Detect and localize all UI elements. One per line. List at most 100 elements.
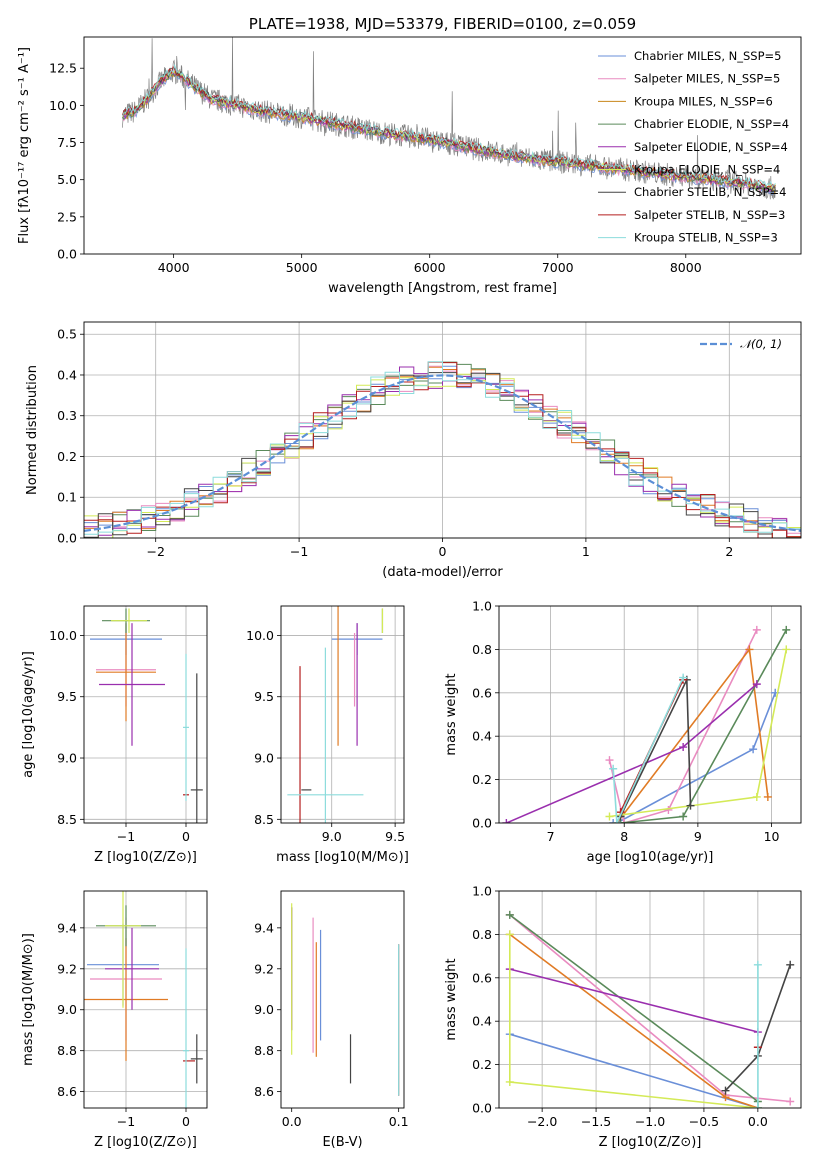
histogram-plot-area: [84, 361, 801, 538]
y-tick-label: 5.0: [57, 172, 77, 187]
mass-weight-point: [679, 743, 688, 752]
y-tick-label: 9.0: [57, 1002, 77, 1017]
y-tick-label: 8.8: [254, 1043, 274, 1058]
age-vs-metallicity-panel: −1 0 8.5 9.0 9.5 10.0 Z [log10(Z/Z⊙)] age [log1…: [21, 605, 208, 865]
y-tick-label: 0.6: [472, 970, 492, 985]
y-tick-label: 9.0: [254, 1002, 274, 1017]
y-axis-label: Normed distribution: [25, 365, 40, 495]
x-tick-label: 0.1: [389, 1114, 409, 1129]
y-axis-label: mass [log10(M/M⊙)]: [21, 933, 36, 1066]
y-tick-label: 9.0: [254, 751, 274, 766]
x-tick-label: 0: [182, 1114, 190, 1129]
y-tick-label: 9.4: [254, 920, 274, 935]
x-axis-label: Z [log10(Z/Z⊙)]: [599, 1135, 702, 1150]
x-tick-label: 9: [694, 829, 702, 844]
observed-spectrum-line: [122, 37, 776, 200]
x-axis-label: age [log10(age/yr)]: [587, 850, 714, 865]
legend-entry: Salpeter STELIB, N_SSP=3: [634, 208, 785, 222]
histogram-step-line: [84, 366, 801, 538]
y-tick-label: 0.1: [57, 490, 77, 505]
mass-weight-point: [679, 673, 688, 682]
x-axis-label: Z [log10(Z/Z⊙)]: [94, 1135, 197, 1150]
y-tick-label: 8.5: [254, 812, 274, 827]
y-tick-label: 0.0: [57, 531, 77, 546]
gaussian-reference-line: [84, 374, 801, 532]
legend-entry: Salpeter MILES, N_SSP=5: [634, 72, 780, 86]
chart-title: PLATE=1938, MJD=53379, FIBERID=0100, z=0…: [249, 15, 636, 33]
y-tick-label: 10.0: [49, 628, 77, 643]
y-axis-label: Flux [fλ10⁻¹⁷ erg cm⁻² s⁻¹ A⁻¹]: [17, 47, 32, 244]
x-tick-label: 6000: [414, 260, 446, 275]
y-tick-label: 9.5: [254, 689, 274, 704]
y-tick-label: 9.4: [57, 920, 77, 935]
x-tick-label: 9.5: [385, 829, 405, 844]
y-tick-label: 0.4: [472, 1014, 492, 1029]
x-tick-label: 5000: [286, 260, 318, 275]
x-tick-label: 0.0: [282, 1114, 302, 1129]
mass-weight-line: [509, 968, 759, 1033]
y-tick-label: 8.6: [57, 1084, 77, 1099]
weight-plot-area: [505, 910, 795, 1108]
y-tick-label: 0.8: [472, 927, 492, 942]
histogram-step-line: [84, 361, 801, 535]
axes-frame: [498, 890, 802, 1109]
y-tick-label: 9.2: [57, 961, 77, 976]
mass-weight-point: [609, 764, 618, 773]
legend-entry: Kroupa ELODIE, N_SSP=4: [634, 163, 780, 177]
mass-weight-point: [782, 625, 791, 634]
x-tick-label: 7000: [542, 260, 574, 275]
x-tick-label: −2.0: [527, 1114, 557, 1129]
axes-frame: [83, 890, 208, 1109]
mass-weight-point: [752, 792, 761, 801]
mass-weight-point: [505, 930, 514, 939]
x-tick-label: −2: [146, 544, 164, 559]
x-tick-label: 0: [439, 544, 447, 559]
mass-weight-point: [745, 645, 754, 654]
axes-frame: [280, 890, 405, 1109]
x-tick-label: 7: [547, 829, 555, 844]
mass-weight-point: [721, 1086, 730, 1095]
mass-weight-point: [686, 801, 695, 810]
x-tick-label: −1: [117, 829, 135, 844]
y-tick-label: 0.0: [472, 816, 492, 831]
x-tick-label: −1: [117, 1114, 135, 1129]
mass-weight-line: [613, 692, 776, 823]
mass-weight-point: [612, 819, 621, 823]
x-axis-label: mass [log10(M/M⊙)]: [276, 850, 409, 865]
mass-vs-extinction-panel: 0.0 0.1 8.6 8.8 9.0 9.2 9.4 E(B-V): [254, 890, 409, 1150]
axes-frame: [83, 321, 802, 539]
axes-frame: [498, 605, 802, 824]
y-tick-label: 0.3: [57, 408, 77, 423]
errorbar-plot-area: [291, 903, 400, 1096]
y-tick-label: 10.0: [246, 628, 274, 643]
x-tick-label: −1: [290, 544, 308, 559]
x-axis-label: (data-model)/error: [382, 565, 503, 580]
mass-weight-point: [605, 756, 614, 765]
mass-weight-point: [753, 1104, 762, 1108]
y-tick-label: 12.5: [49, 61, 77, 76]
errorbar-plot-area: [90, 608, 203, 823]
mass-weight-vs-metallicity-panel: −2.0 −1.5 −1.0 −0.5 0.0 0.0 0.2 0.4 0.6 0.8 1.0 Z […: [444, 884, 802, 1150]
mass-weight-point: [502, 819, 511, 823]
mass-weight-line: [612, 677, 684, 823]
y-tick-label: 0.4: [57, 367, 77, 382]
errorbar-plot-area: [287, 606, 384, 823]
legend-entry: Chabrier ELODIE, N_SSP=4: [634, 117, 789, 131]
y-tick-label: 0.0: [57, 247, 77, 262]
spectrum-plot-area: [121, 37, 776, 200]
mass-vs-metallicity-panel: −1 0 8.6 8.8 9.0 9.2 9.4 Z [log10(Z/Z⊙)] mass [l…: [21, 890, 208, 1150]
mass-weight-point: [752, 625, 761, 634]
spectrum-panel: 4000 5000 6000 7000 8000 0.0 2.5 5.0 7.5 10.0 12.5…: [17, 15, 802, 296]
y-tick-label: 0.2: [57, 449, 77, 464]
y-tick-label: 1.0: [472, 599, 492, 614]
legend-entry: Kroupa MILES, N_SSP=6: [634, 94, 773, 108]
mass-weight-point: [749, 745, 758, 754]
axes-frame: [83, 36, 802, 255]
mass-weight-point: [605, 812, 614, 821]
x-tick-label: 0.0: [748, 1114, 768, 1129]
mass-weight-point: [763, 792, 772, 801]
mass-weight-point: [752, 680, 761, 689]
x-tick-label: −1.5: [581, 1114, 611, 1129]
